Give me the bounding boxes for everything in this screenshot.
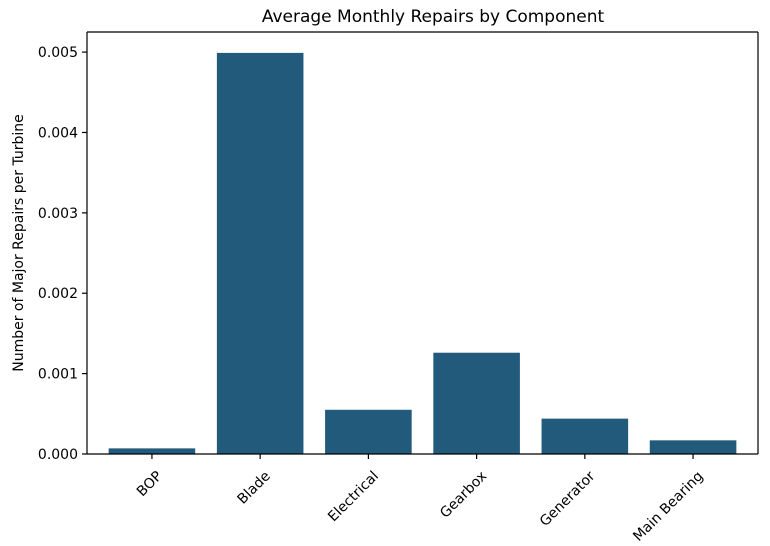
x-tick-label-gearbox: Gearbox bbox=[437, 468, 490, 521]
y-tick-label: 0.005 bbox=[38, 45, 78, 61]
y-tick-label: 0.004 bbox=[38, 125, 78, 141]
x-tick-label-blade: Blade bbox=[234, 468, 273, 507]
x-tick-label-electrical: Electrical bbox=[325, 468, 382, 525]
x-tick-label-bop: BOP bbox=[134, 468, 166, 500]
bar-bop bbox=[108, 448, 196, 454]
bar-generator bbox=[541, 418, 629, 454]
bars-group bbox=[108, 52, 737, 454]
y-tick-label: 0.002 bbox=[38, 286, 78, 302]
x-ticks-group: BOP Blade Electrical Gearbox Generator Main B… bbox=[134, 454, 707, 545]
x-tick-label-main-bearing: Main Bearing bbox=[630, 468, 706, 544]
chart-title: Average Monthly Repairs by Component bbox=[262, 7, 605, 27]
bar-main-bearing bbox=[649, 440, 737, 454]
y-axis-label: Number of Major Repairs per Turbine bbox=[11, 114, 27, 372]
bar-electrical bbox=[325, 409, 412, 454]
y-ticks-group: 0.000 0.001 0.002 0.003 0.004 0.005 bbox=[38, 45, 87, 463]
bar-gearbox bbox=[433, 352, 520, 454]
x-tick-label-generator: Generator bbox=[537, 468, 599, 530]
y-tick-label: 0.000 bbox=[38, 447, 78, 463]
bar-blade bbox=[216, 52, 304, 454]
y-tick-label: 0.003 bbox=[38, 206, 78, 222]
y-tick-label: 0.001 bbox=[38, 367, 78, 383]
